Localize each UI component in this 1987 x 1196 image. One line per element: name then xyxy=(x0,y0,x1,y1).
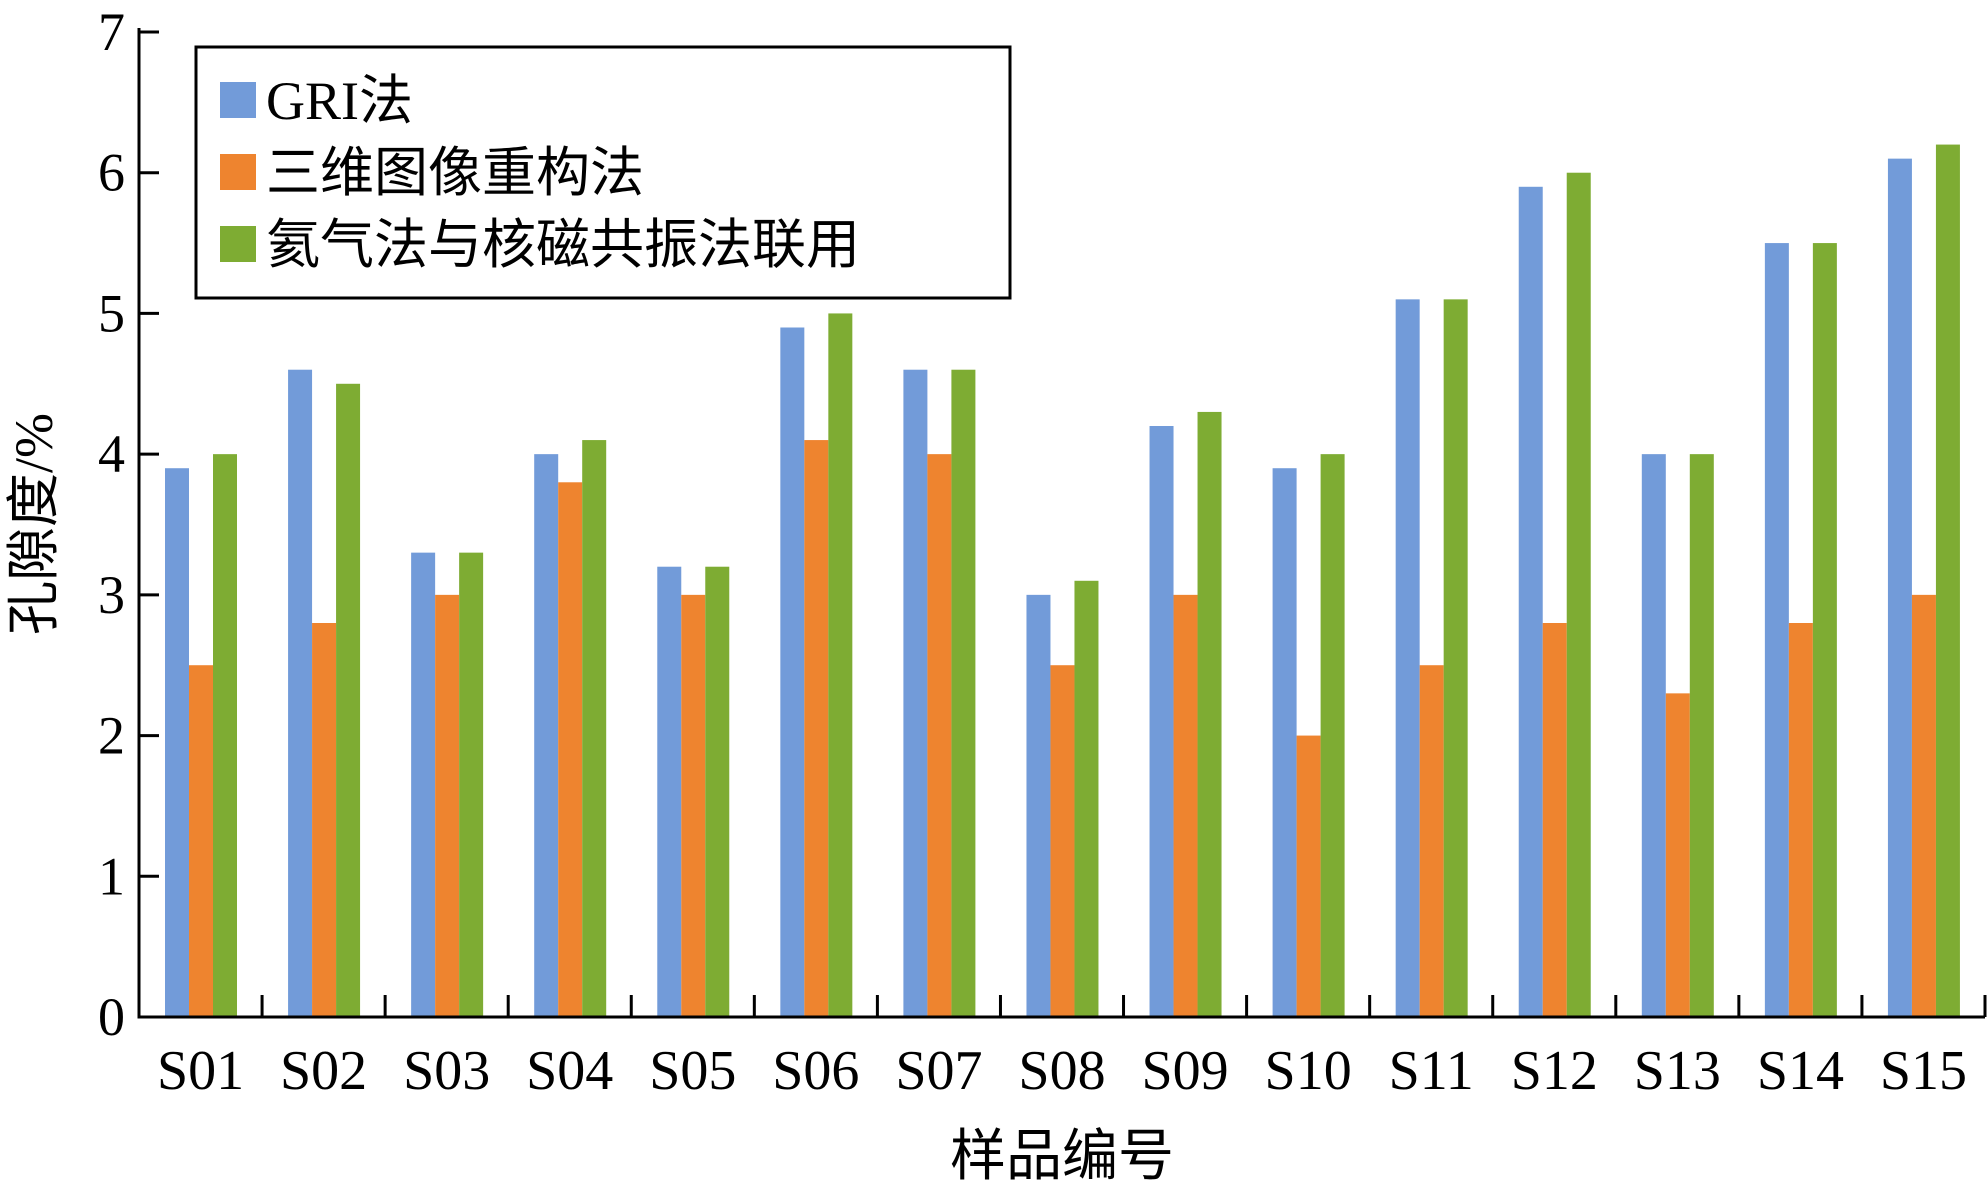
x-tick-label: S07 xyxy=(895,1040,982,1102)
bar-S02-series-0 xyxy=(288,369,313,1017)
bar-S12-series-2 xyxy=(1566,172,1591,1017)
bar-S11-series-0 xyxy=(1395,299,1420,1017)
x-tick-label: S10 xyxy=(1265,1040,1352,1102)
x-tick-label: S11 xyxy=(1389,1040,1474,1102)
bar-S05-series-1 xyxy=(681,594,706,1017)
bars xyxy=(165,144,1960,1018)
bar-S10-series-2 xyxy=(1320,454,1345,1018)
bar-S06-series-2 xyxy=(828,313,853,1017)
bar-S13-series-0 xyxy=(1641,454,1666,1018)
bar-S09-series-2 xyxy=(1197,411,1222,1017)
x-axis-label: 样品编号 xyxy=(950,1126,1174,1188)
bar-S07-series-1 xyxy=(927,454,952,1018)
y-tick-label: 7 xyxy=(98,2,125,62)
bar-S11-series-2 xyxy=(1443,299,1468,1017)
x-tick-label: S09 xyxy=(1141,1040,1228,1102)
bar-S08-series-2 xyxy=(1074,580,1099,1017)
x-tick-label: S13 xyxy=(1634,1040,1721,1102)
bar-S08-series-1 xyxy=(1050,665,1075,1017)
bar-S03-series-1 xyxy=(435,594,460,1017)
x-tick-label: S03 xyxy=(403,1040,490,1102)
bar-S14-series-0 xyxy=(1764,243,1789,1018)
y-tick-label: 1 xyxy=(98,846,125,906)
x-tick-label: S08 xyxy=(1018,1040,1105,1102)
bar-S04-series-2 xyxy=(582,440,607,1018)
y-tick-label: 0 xyxy=(98,987,125,1047)
bar-S05-series-2 xyxy=(705,566,730,1017)
bar-S12-series-1 xyxy=(1542,623,1567,1017)
legend-swatch xyxy=(220,82,256,118)
bar-S01-series-1 xyxy=(189,665,213,1017)
bar-S08-series-0 xyxy=(1026,594,1051,1017)
bar-S04-series-1 xyxy=(558,482,583,1017)
bar-S09-series-1 xyxy=(1173,594,1198,1017)
y-tick-label: 5 xyxy=(98,283,125,343)
y-tick-label: 6 xyxy=(98,143,125,203)
bar-S03-series-2 xyxy=(459,552,484,1017)
bar-S15-series-1 xyxy=(1911,594,1936,1017)
bar-S12-series-0 xyxy=(1518,186,1543,1018)
x-tick-label: S02 xyxy=(280,1040,367,1102)
bar-S10-series-1 xyxy=(1296,735,1321,1017)
axes: 0 1 2 3 4 5 6 7 S01 S02 S03 S04 S05 S06 S07 S08 S09 S10 S1… xyxy=(98,2,1987,1102)
bar-S14-series-1 xyxy=(1788,623,1813,1017)
y-axis-label: 孔隙度/% xyxy=(4,413,64,635)
bar-S02-series-1 xyxy=(312,623,337,1017)
bar-S13-series-1 xyxy=(1665,693,1690,1017)
legend-label: 三维图像重构法 xyxy=(266,143,644,203)
legend-label: GRI法 xyxy=(266,71,413,131)
legend-swatch xyxy=(220,226,256,262)
bar-S13-series-2 xyxy=(1689,454,1714,1018)
x-tick-label: S04 xyxy=(526,1040,613,1102)
bar-S14-series-2 xyxy=(1812,243,1837,1018)
bar-S10-series-0 xyxy=(1272,468,1297,1017)
x-tick-label: S14 xyxy=(1757,1040,1844,1102)
bar-S07-series-2 xyxy=(951,369,976,1017)
legend-box xyxy=(194,45,1012,300)
bar-S15-series-2 xyxy=(1935,144,1960,1018)
bar-S03-series-0 xyxy=(411,552,436,1017)
bar-S01-series-0 xyxy=(165,468,189,1017)
bar-S06-series-0 xyxy=(780,327,805,1017)
legend-swatch xyxy=(220,154,256,190)
bar-S07-series-0 xyxy=(903,369,928,1017)
x-tick-label: S15 xyxy=(1880,1040,1967,1102)
x-tick-label: S12 xyxy=(1511,1040,1598,1102)
x-tick-label: S06 xyxy=(772,1040,859,1102)
bar-S06-series-1 xyxy=(804,440,829,1018)
x-tick-label: S01 xyxy=(157,1040,244,1102)
x-tick-label: S05 xyxy=(649,1040,736,1102)
y-tick-label: 4 xyxy=(98,424,125,484)
y-tick-label: 2 xyxy=(98,706,125,766)
bar-S15-series-0 xyxy=(1887,158,1912,1018)
y-tick-label: 3 xyxy=(98,565,125,625)
bar-S02-series-2 xyxy=(336,383,361,1017)
bar-S05-series-0 xyxy=(657,566,682,1017)
bar-S01-series-2 xyxy=(213,454,237,1018)
bar-S11-series-1 xyxy=(1419,665,1444,1017)
bar-S09-series-0 xyxy=(1149,426,1174,1017)
bar-S04-series-0 xyxy=(534,454,559,1018)
legend-label: 氦气法与核磁共振法联用 xyxy=(266,215,860,275)
